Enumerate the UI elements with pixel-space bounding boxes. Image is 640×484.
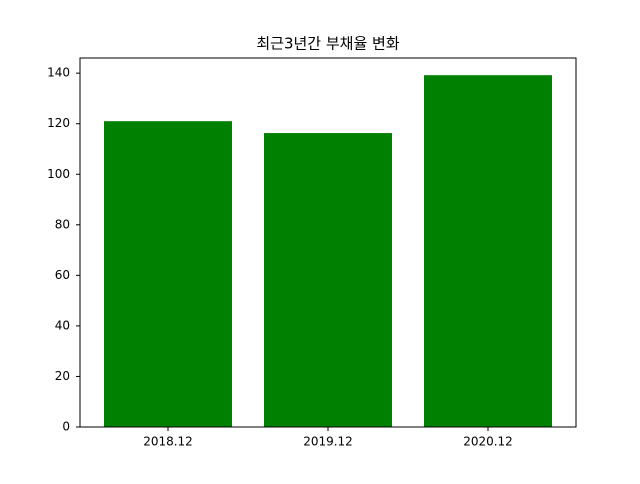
bar (424, 75, 552, 427)
plot-frame (79, 57, 577, 428)
x-tick-label: 2019.12 (303, 435, 353, 449)
y-tick-label: 40 (55, 318, 70, 332)
x-tick-label: 2018.12 (143, 435, 193, 449)
y-tick-label: 100 (47, 167, 70, 181)
x-tick-label: 2020.12 (463, 435, 513, 449)
y-tick-label: 140 (47, 66, 70, 80)
y-tick-label: 80 (55, 217, 70, 231)
y-tick-label: 60 (55, 268, 70, 282)
y-tick-label: 0 (62, 420, 70, 434)
bar (104, 121, 232, 427)
y-tick-label: 20 (55, 369, 70, 383)
chart-title: 최근3년간 부채율 변화 (256, 35, 399, 53)
bar (264, 133, 392, 427)
y-tick-label: 120 (47, 116, 70, 130)
